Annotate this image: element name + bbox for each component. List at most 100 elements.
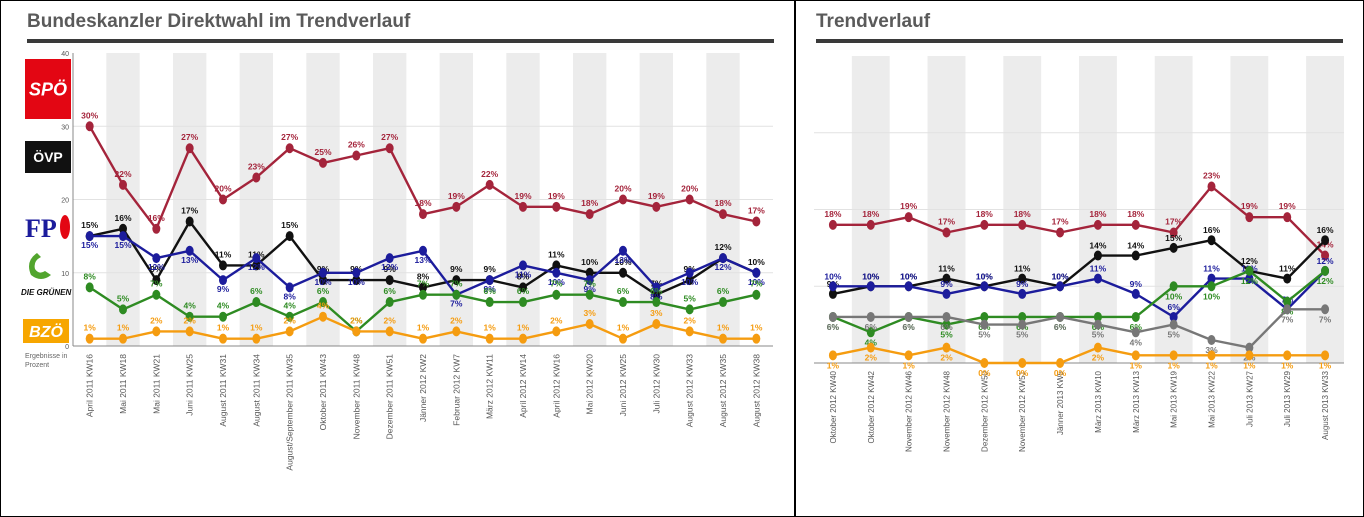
data-label-gruene: 6% <box>650 286 663 296</box>
data-point-other <box>942 311 951 322</box>
data-label-ovp: 9% <box>450 264 463 274</box>
data-point-bzo <box>828 350 837 361</box>
data-label-spo: 18% <box>862 209 879 219</box>
x-tick-label: August 2013 KW33 <box>1321 370 1330 439</box>
data-label-spo: 23% <box>248 162 265 172</box>
data-label-bzo: 1% <box>617 323 630 333</box>
data-label-ovp: 10% <box>976 271 993 281</box>
data-point-spo <box>1245 212 1254 223</box>
data-point-bzo <box>385 326 394 337</box>
data-point-ovp <box>419 282 427 293</box>
data-label-fpo: 15% <box>81 240 98 250</box>
x-tick-label: November 2012 KW46 <box>905 370 914 451</box>
data-point-gruene <box>119 304 127 315</box>
data-point-gruene <box>1207 281 1216 292</box>
data-point-spo <box>519 201 527 212</box>
ovp-logo-bg <box>25 141 71 173</box>
data-label-other: 5% <box>978 330 991 340</box>
data-point-bzo <box>519 333 527 344</box>
data-point-spo <box>652 201 661 212</box>
data-label-gruene: 6% <box>827 322 840 332</box>
data-point-bzo <box>866 342 875 353</box>
data-label-other: 7% <box>1319 314 1332 324</box>
series-line-bzo <box>832 346 1326 365</box>
data-label-fpo: 10% <box>862 271 879 281</box>
y-tick-label: 20 <box>61 198 69 205</box>
data-point-fpo <box>385 253 394 264</box>
data-point-other <box>1169 319 1178 330</box>
data-point-spo <box>1207 181 1216 192</box>
data-label-ovp: 15% <box>281 220 298 230</box>
data-point-spo <box>619 194 627 205</box>
data-point-ovp <box>1093 250 1102 261</box>
data-point-spo <box>1321 250 1330 261</box>
data-point-bzo <box>1207 350 1216 361</box>
data-point-ovp <box>1018 273 1027 284</box>
data-label-gruene: 7% <box>584 279 597 289</box>
data-label-bzo: 1% <box>717 323 730 333</box>
data-point-other <box>1283 304 1292 315</box>
data-point-spo <box>719 209 727 220</box>
data-point-gruene <box>1169 281 1178 292</box>
data-label-spo: 18% <box>414 198 431 208</box>
data-label-fpo: 10% <box>1052 271 1069 281</box>
x-tick-label: August 2011 KW34 <box>251 354 261 427</box>
data-label-ovp: 16% <box>114 213 131 223</box>
data-point-fpo <box>485 275 494 286</box>
data-point-fpo <box>685 267 694 278</box>
x-tick-label: Mai 2013 KW22 <box>1208 370 1217 427</box>
data-label-bzo: 1% <box>1281 360 1294 370</box>
spo-logo-text: SPÖ <box>29 79 67 99</box>
chart-panel-right: Trendverlauf Oktober 2012 KW40 Oktober 20… <box>795 0 1364 517</box>
data-label-gruene: 5% <box>117 293 130 303</box>
data-point-gruene <box>752 289 761 300</box>
data-point-spo <box>85 121 94 132</box>
data-point-fpo <box>942 288 951 299</box>
data-point-spo <box>980 219 989 230</box>
series-line-gruene <box>832 269 1326 334</box>
data-label-gruene: 12% <box>1241 276 1258 286</box>
data-label-ovp: 10% <box>614 257 631 267</box>
data-label-ovp: 10% <box>748 257 765 267</box>
data-point-bzo <box>619 333 627 344</box>
x-tick-label: März 2012 KW11 <box>485 354 495 419</box>
data-point-gruene <box>585 289 594 300</box>
data-label-gruene: 7% <box>450 279 463 289</box>
data-label-spo: 17% <box>1052 217 1069 227</box>
x-tick-label: Juni 2011 KW25 <box>185 354 195 416</box>
data-point-bzo <box>1018 358 1027 368</box>
data-point-ovp <box>452 275 461 286</box>
data-point-ovp <box>1283 273 1292 284</box>
data-label-other: 5% <box>1016 330 1029 340</box>
ovp-logo-text: ÖVP <box>33 149 63 165</box>
x-tick-label: Mai 2011 KW18 <box>118 354 128 414</box>
data-label-ovp: 14% <box>1089 241 1106 251</box>
data-label-gruene: 4% <box>865 337 878 347</box>
data-label-fpo: 9% <box>1016 279 1029 289</box>
data-point-ovp <box>1321 235 1330 246</box>
data-label-bzo: 2% <box>284 315 297 325</box>
data-point-spo <box>552 201 561 212</box>
data-label-fpo: 10% <box>548 277 565 287</box>
spo-logo-bg <box>25 59 71 119</box>
series-line-other <box>832 308 1326 349</box>
x-tick-label: Juni 2012 KW25 <box>618 354 628 417</box>
data-label-gruene: 7% <box>150 279 163 289</box>
data-point-fpo <box>866 281 875 292</box>
data-point-ovp <box>219 260 227 271</box>
data-point-bzo <box>719 333 727 344</box>
ovp-logo: ÖVP <box>25 141 71 173</box>
gruene-logo-text: DIE GRÜNEN <box>21 288 71 297</box>
data-point-fpo <box>828 281 837 292</box>
chart-title: Bundeskanzler Direktwahl im Trendverlauf <box>27 11 411 32</box>
data-label-bzo: 1% <box>117 323 130 333</box>
data-point-other <box>1131 327 1140 338</box>
data-label-other: 4% <box>1130 337 1143 347</box>
data-point-spo <box>119 179 127 190</box>
x-tick-label: Jänner 2013 KW5 <box>1056 370 1065 435</box>
data-label-ovp: 11% <box>548 249 565 259</box>
data-point-fpo <box>252 253 261 264</box>
data-point-gruene <box>1321 265 1330 276</box>
data-label-spo: 18% <box>1089 209 1106 219</box>
data-label-spo: 25% <box>314 147 331 157</box>
